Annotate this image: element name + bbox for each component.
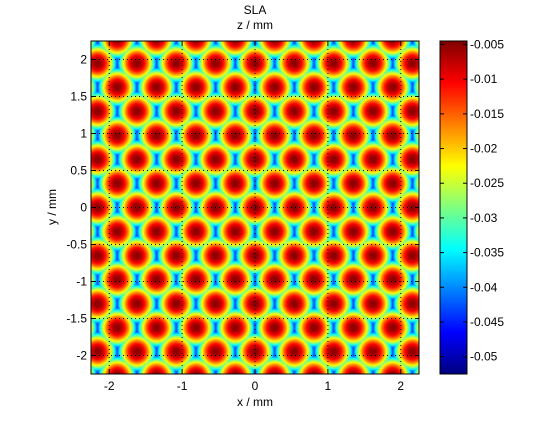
colorbar-tick-label: -0.045: [470, 315, 504, 329]
y-tick-label: -1.5: [66, 312, 87, 326]
y-axis-label: y / mm: [45, 189, 59, 225]
x-axis-ticks: -2 -1 0 1 2: [104, 41, 404, 393]
colorbar-frame: [439, 40, 468, 375]
x-tick-label: 2: [397, 379, 404, 393]
x-tick-label: -1: [177, 379, 188, 393]
colorbar-tick-label: -0.015: [470, 107, 504, 121]
colorbar-tick-label: -0.01: [470, 72, 498, 86]
colorbar-tick-label: -0.005: [470, 37, 504, 51]
colorbar-tick-label: -0.025: [470, 176, 504, 190]
colorbar-gradient: [440, 41, 467, 374]
y-tick-label: -1: [76, 275, 87, 289]
colorbar-tick-label: -0.02: [470, 142, 498, 156]
colorbar-tick-label: -0.05: [470, 350, 498, 364]
chart-subtitle: z / mm: [237, 18, 273, 32]
y-tick-label: 0: [80, 201, 87, 215]
x-tick-label: -2: [104, 379, 115, 393]
y-tick-label: -2: [76, 349, 87, 363]
x-tick-label: 0: [252, 379, 259, 393]
chart-title: SLA: [244, 3, 267, 17]
y-tick-label: 2: [80, 53, 87, 67]
colorbar-tick-label: -0.04: [470, 280, 498, 294]
y-axis-ticks: 2 1.5 1 0.5 0 -0.5 -1 -1.5 -2: [66, 53, 419, 363]
y-tick-label: -0.5: [66, 238, 87, 252]
plot-area: -2 -1 0 1 2 2 1.5 1 0.5 0 -0.5 -1 -1.5 -2: [66, 40, 420, 393]
y-tick-label: 1: [80, 127, 87, 141]
y-tick-label: 0.5: [70, 164, 87, 178]
colorbar-tick-label: -0.035: [470, 246, 504, 260]
grid-lines: [91, 41, 419, 374]
colorbar-tick-label: -0.03: [470, 211, 498, 225]
x-tick-label: 1: [325, 379, 332, 393]
colorbar: -0.005 -0.01 -0.015 -0.02 -0.025 -0.03 -0.035 -…: [439, 37, 504, 375]
x-axis-label: x / mm: [237, 395, 273, 409]
y-tick-label: 1.5: [70, 90, 87, 104]
colorbar-ticks: -0.005 -0.01 -0.015 -0.02 -0.025 -0.03 -0.035 -…: [440, 37, 504, 364]
